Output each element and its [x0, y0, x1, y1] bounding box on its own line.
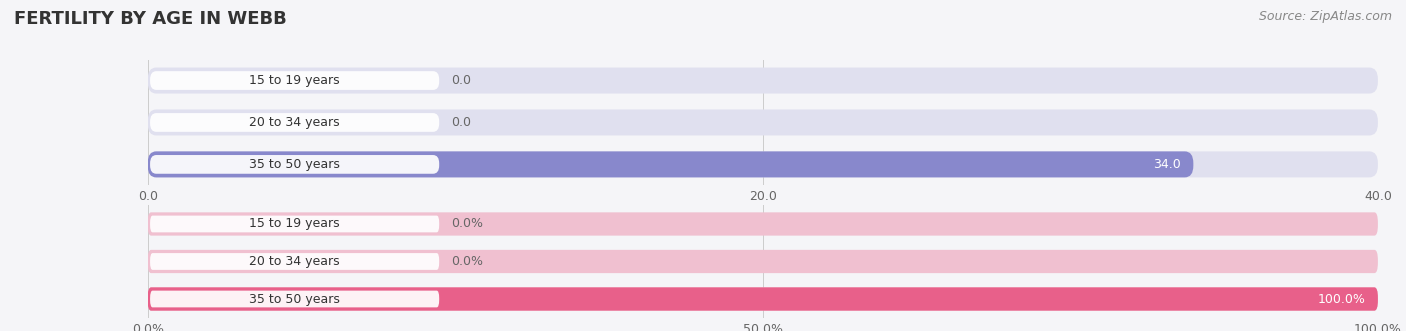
FancyBboxPatch shape: [148, 151, 1194, 177]
FancyBboxPatch shape: [148, 287, 1378, 310]
FancyBboxPatch shape: [148, 213, 1378, 236]
Text: 0.0: 0.0: [451, 74, 471, 87]
FancyBboxPatch shape: [148, 151, 1378, 177]
FancyBboxPatch shape: [150, 155, 439, 174]
FancyBboxPatch shape: [148, 110, 1378, 135]
FancyBboxPatch shape: [148, 250, 1378, 273]
Text: 0.0%: 0.0%: [451, 217, 484, 230]
Text: 35 to 50 years: 35 to 50 years: [249, 293, 340, 306]
Text: FERTILITY BY AGE IN WEBB: FERTILITY BY AGE IN WEBB: [14, 10, 287, 28]
Text: 15 to 19 years: 15 to 19 years: [249, 217, 340, 230]
FancyBboxPatch shape: [150, 71, 439, 90]
Text: 15 to 19 years: 15 to 19 years: [249, 74, 340, 87]
Text: 20 to 34 years: 20 to 34 years: [249, 255, 340, 268]
Text: 34.0: 34.0: [1153, 158, 1181, 171]
Text: Source: ZipAtlas.com: Source: ZipAtlas.com: [1258, 10, 1392, 23]
FancyBboxPatch shape: [148, 68, 1378, 94]
FancyBboxPatch shape: [150, 291, 439, 307]
FancyBboxPatch shape: [148, 287, 1378, 310]
FancyBboxPatch shape: [150, 253, 439, 270]
Text: 0.0%: 0.0%: [451, 255, 484, 268]
FancyBboxPatch shape: [150, 215, 439, 232]
Text: 100.0%: 100.0%: [1317, 293, 1365, 306]
FancyBboxPatch shape: [150, 113, 439, 132]
Text: 35 to 50 years: 35 to 50 years: [249, 158, 340, 171]
Text: 20 to 34 years: 20 to 34 years: [249, 116, 340, 129]
Text: 0.0: 0.0: [451, 116, 471, 129]
